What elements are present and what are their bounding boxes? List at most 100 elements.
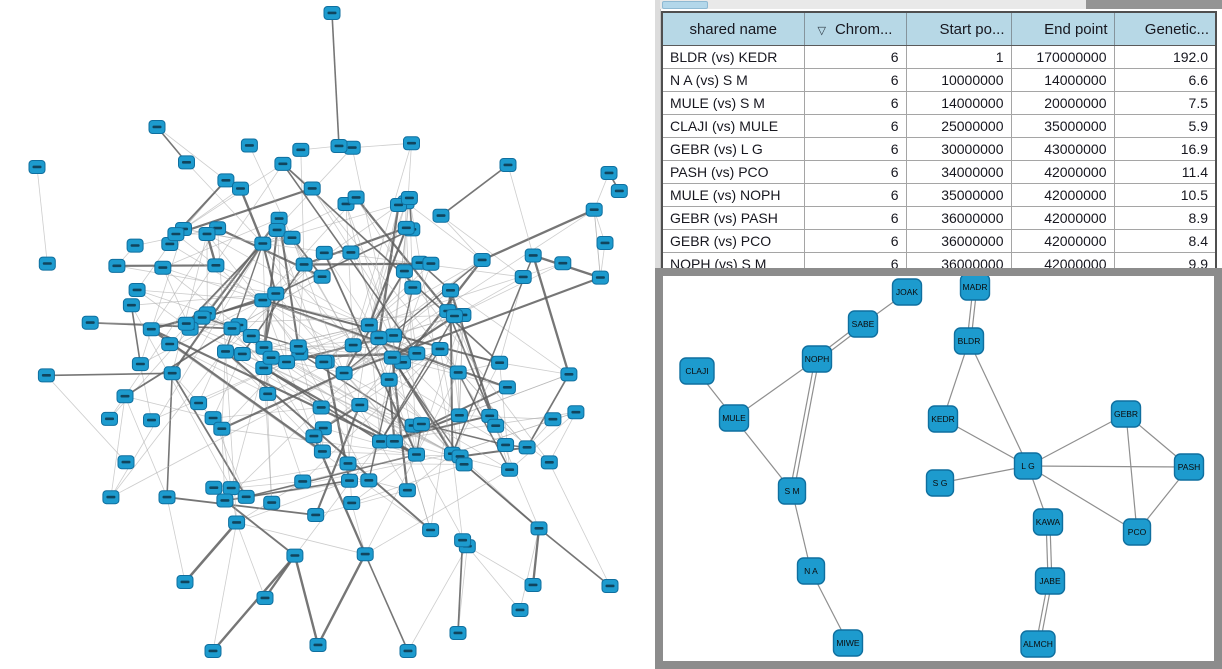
table-cell[interactable]: 25000000: [905, 114, 1012, 138]
network-edge[interactable]: [46, 375, 127, 463]
table-cell[interactable]: GEBR (vs) PASH: [661, 206, 805, 230]
network-edge[interactable]: [293, 555, 320, 646]
network-edge[interactable]: [1027, 465, 1138, 533]
network-edge[interactable]: [368, 325, 417, 455]
network-edge[interactable]: [150, 227, 218, 330]
table-cell[interactable]: MULE (vs) NOPH: [661, 183, 805, 207]
table-cell[interactable]: 35000000: [905, 183, 1012, 207]
scrollbar-thumb[interactable]: [662, 1, 708, 9]
table-cell[interactable]: 6: [803, 114, 907, 138]
table-cell[interactable]: 8.4: [1113, 229, 1217, 253]
table-row[interactable]: N A (vs) S M 6 10000000 14000000 6.6: [661, 68, 1217, 92]
table-cell[interactable]: 16.9: [1113, 137, 1217, 161]
network-edge[interactable]: [46, 372, 173, 377]
table-row[interactable]: CLAJI (vs) MULE 6 25000000 35000000 5.9: [661, 114, 1217, 138]
network-edge[interactable]: [140, 364, 152, 421]
network-edge[interactable]: [481, 208, 595, 262]
table-cell[interactable]: 6: [803, 68, 907, 92]
table-cell[interactable]: 5.9: [1113, 114, 1217, 138]
network-edge[interactable]: [156, 126, 227, 181]
network-edge[interactable]: [447, 310, 497, 427]
network-edge[interactable]: [110, 243, 264, 498]
table-row[interactable]: BLDR (vs) KEDR 6 1 170000000 192.0: [661, 45, 1217, 69]
network-edge[interactable]: [450, 290, 570, 375]
network-edge[interactable]: [430, 314, 464, 531]
network-edge[interactable]: [368, 204, 399, 326]
network-edge[interactable]: [302, 348, 441, 482]
network-edge[interactable]: [238, 276, 323, 326]
network-edge[interactable]: [345, 203, 354, 346]
network-edge[interactable]: [262, 228, 413, 301]
network-edge[interactable]: [183, 163, 284, 230]
network-edge[interactable]: [459, 314, 464, 416]
network-edge[interactable]: [124, 324, 240, 398]
network-edge[interactable]: [166, 373, 173, 498]
table-cell[interactable]: 42000000: [1010, 229, 1115, 253]
table-row[interactable]: GEBR (vs) L G 6 30000000 43000000 16.9: [661, 137, 1217, 161]
column-header-genetic[interactable]: Genetic...: [1113, 11, 1217, 46]
table-cell[interactable]: 14000000: [1010, 68, 1115, 92]
network-edge[interactable]: [236, 522, 266, 599]
network-edge[interactable]: [323, 348, 441, 429]
network-edge[interactable]: [355, 196, 449, 312]
network-node[interactable]: [1110, 400, 1142, 428]
network-edge[interactable]: [364, 469, 510, 555]
network-node[interactable]: [1032, 508, 1064, 536]
network-edge[interactable]: [447, 311, 460, 416]
network-edge[interactable]: [509, 411, 577, 471]
network-edge[interactable]: [368, 227, 408, 326]
table-cell[interactable]: 6: [803, 91, 907, 115]
network-edge[interactable]: [224, 499, 296, 557]
table-cell[interactable]: 6: [803, 229, 907, 253]
network-node[interactable]: [718, 404, 750, 432]
network-edge[interactable]: [454, 262, 563, 317]
network-edge[interactable]: [368, 325, 381, 442]
network-edge[interactable]: [343, 372, 417, 455]
column-header-shared-name[interactable]: shared name: [661, 11, 805, 46]
network-edge[interactable]: [124, 396, 168, 498]
network-node[interactable]: [1013, 452, 1043, 480]
network-edge[interactable]: [459, 415, 553, 420]
network-node[interactable]: [847, 310, 879, 338]
network-edge[interactable]: [294, 441, 381, 556]
network-node[interactable]: [1020, 630, 1056, 658]
network-node[interactable]: [796, 557, 826, 585]
network-edge[interactable]: [416, 454, 468, 547]
network-edge[interactable]: [440, 164, 509, 217]
network-edge[interactable]: [323, 427, 417, 455]
network-edge[interactable]: [409, 197, 453, 454]
network-edge[interactable]: [183, 228, 263, 244]
table-cell[interactable]: 6: [803, 137, 907, 161]
network-edge[interactable]: [322, 451, 461, 457]
network-edge[interactable]: [789, 358, 816, 491]
network-edge[interactable]: [968, 340, 1029, 467]
network-edge[interactable]: [351, 454, 417, 504]
network-edge[interactable]: [311, 188, 418, 354]
network-edge[interactable]: [171, 372, 247, 498]
network-edge[interactable]: [331, 12, 340, 147]
network-edge[interactable]: [440, 215, 483, 261]
network-edge[interactable]: [507, 164, 534, 256]
network-edge[interactable]: [416, 372, 459, 455]
table-row[interactable]: MULE (vs) NOPH 6 35000000 42000000 10.5: [661, 183, 1217, 207]
network-edge[interactable]: [519, 528, 540, 611]
table-row[interactable]: GEBR (vs) PCO 6 36000000 42000000 8.4: [661, 229, 1217, 253]
column-header-start-point[interactable]: Start po...: [905, 11, 1012, 46]
network-edge[interactable]: [364, 454, 417, 555]
table-cell[interactable]: 42000000: [1010, 160, 1115, 184]
network-edge[interactable]: [169, 343, 431, 531]
network-edge[interactable]: [264, 554, 296, 599]
network-edge[interactable]: [538, 527, 611, 587]
table-cell[interactable]: 10000000: [905, 68, 1012, 92]
network-node[interactable]: [891, 278, 923, 306]
table-cell[interactable]: 10.5: [1113, 183, 1217, 207]
main-network-canvas[interactable]: [0, 0, 655, 669]
table-cell[interactable]: GEBR (vs) PCO: [661, 229, 805, 253]
table-cell[interactable]: MULE (vs) S M: [661, 91, 805, 115]
network-edge[interactable]: [532, 255, 571, 375]
network-edge[interactable]: [262, 299, 459, 373]
network-edge[interactable]: [793, 359, 820, 492]
network-edge[interactable]: [166, 496, 316, 516]
table-cell[interactable]: CLAJI (vs) MULE: [661, 114, 805, 138]
table-cell[interactable]: 14000000: [905, 91, 1012, 115]
